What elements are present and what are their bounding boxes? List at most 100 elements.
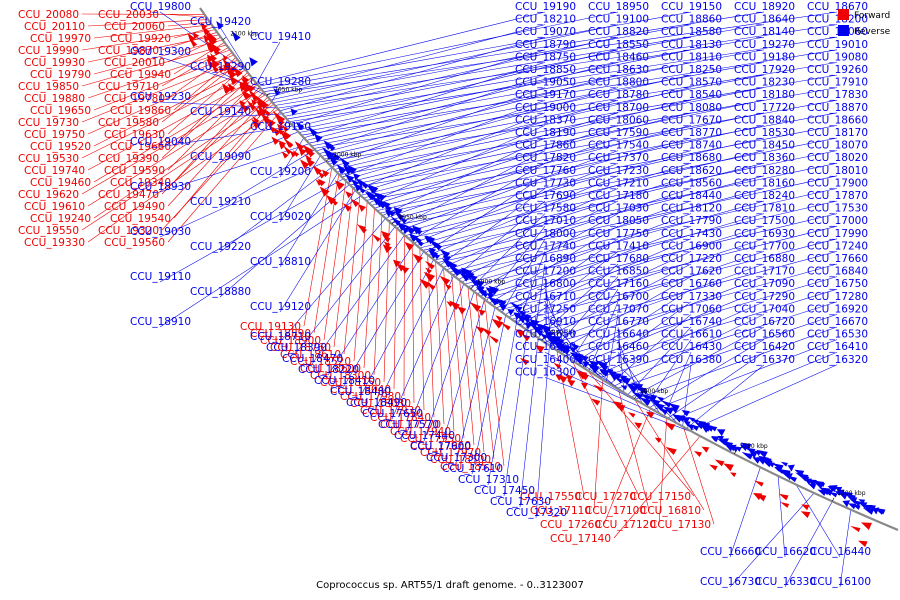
- leader-line: [277, 24, 838, 109]
- reverse-gene-label: CCU_18370: [515, 114, 576, 126]
- reverse-gene-label: CCU_17040: [734, 303, 795, 315]
- leader-line: [363, 208, 375, 369]
- tick-label: 2100 kbp: [230, 31, 258, 38]
- forward-gene: [306, 158, 315, 168]
- leader-line: [464, 200, 765, 285]
- reverse-gene-label: CCU_17330: [661, 291, 722, 303]
- forward-gene: [210, 37, 218, 45]
- reverse-gene-label: CCU_18530: [734, 127, 795, 139]
- reverse-gene: [842, 500, 851, 508]
- forward-gene: [553, 362, 562, 369]
- forward-gene-label: CCU_19490: [104, 201, 165, 213]
- reverse-gene-label: CCU_18360: [734, 152, 795, 164]
- reverse-gene-label: CCU_17620: [661, 266, 722, 278]
- leader-line: [343, 251, 425, 387]
- reverse-gene-label: CCU_18800: [588, 77, 649, 89]
- forward-gene-label: CCU_17940: [390, 426, 451, 438]
- reverse-gene: [412, 226, 423, 236]
- forward-gene: [654, 437, 662, 444]
- reverse-gene: [478, 289, 489, 298]
- leader-line: [279, 218, 386, 343]
- reverse-gene: [615, 377, 623, 384]
- reverse-gene: [543, 330, 554, 339]
- leader-line: [393, 228, 398, 390]
- reverse-gene-label: CCU_17810: [734, 203, 795, 215]
- reverse-gene: [817, 482, 826, 487]
- reverse-gene: [433, 242, 443, 251]
- leader-line: [393, 137, 838, 226]
- forward-gene: [210, 58, 220, 69]
- leader-line: [291, 49, 546, 125]
- forward-gene-label: CCU_19970: [30, 33, 91, 45]
- forward-gene: [488, 335, 499, 344]
- leader-line: [261, 11, 692, 90]
- leader-line: [286, 36, 765, 120]
- reverse-gene-label: CCU_18770: [661, 127, 722, 139]
- reverse-gene-label: CCU_18020: [807, 152, 868, 164]
- reverse-gene-label: CCU_16370: [734, 354, 795, 366]
- reverse-gene-label: CCU_18200: [807, 14, 868, 26]
- gene-features: [187, 20, 886, 548]
- reverse-gene-label: CCU_17220: [661, 253, 722, 265]
- reverse-gene-label: CCU_18480: [330, 386, 391, 398]
- reverse-gene: [475, 279, 485, 288]
- leader-line: [344, 99, 619, 181]
- leader-line: [617, 352, 661, 415]
- forward-gene: [276, 123, 284, 131]
- reverse-gene-label: CCU_18490: [346, 397, 407, 409]
- forward-gene-label: CCU_17260: [540, 519, 601, 531]
- leader-line: [270, 24, 619, 101]
- forward-gene: [457, 306, 467, 315]
- leader-line: [93, 84, 258, 183]
- leader-line: [588, 301, 619, 372]
- reverse-gene: [717, 435, 725, 442]
- reverse-gene-label: CCU_16430: [661, 341, 722, 353]
- leader-line: [503, 330, 528, 497]
- leader-line: [318, 74, 619, 155]
- reverse-gene: [468, 273, 478, 282]
- reverse-gene-label: CCU_16900: [661, 240, 722, 252]
- forward-gene: [192, 32, 200, 40]
- reverse-gene-label: CCU_18190: [515, 127, 576, 139]
- reverse-gene: [354, 183, 363, 192]
- reverse-gene-label: CCU_17200: [515, 266, 576, 278]
- forward-gene-label: CCU_18510: [440, 461, 501, 473]
- forward-gene: [251, 118, 261, 129]
- reverse-gene-label: CCU_19170: [515, 89, 576, 101]
- forward-gene-label: CCU_18300: [310, 370, 371, 382]
- leader-line: [336, 87, 765, 173]
- reverse-gene: [691, 424, 700, 431]
- leader-line: [87, 94, 266, 207]
- forward-gene-label: CCU_19780: [104, 93, 165, 105]
- forward-gene-label: CCU_19590: [104, 165, 165, 177]
- forward-gene-label: CCU_16810: [640, 505, 701, 517]
- tick-mark: [470, 285, 474, 290]
- forward-gene: [693, 451, 703, 457]
- leader-line: [331, 87, 619, 168]
- reverse-gene: [507, 309, 515, 316]
- forward-gene-label: CCU_18900: [260, 335, 321, 347]
- reverse-gene: [393, 206, 403, 216]
- reverse-gene: [398, 216, 408, 224]
- forward-gene: [857, 540, 868, 548]
- reverse-gene-label: CCU_17230: [588, 165, 649, 177]
- forward-gene: [800, 511, 811, 519]
- reverse-gene: [216, 20, 224, 30]
- forward-gene: [401, 266, 410, 274]
- reverse-gene-label: CCU_17820: [515, 152, 576, 164]
- leader-line: [87, 49, 231, 99]
- leader-line: [349, 99, 765, 186]
- leader-line: [452, 188, 838, 275]
- forward-gene: [319, 186, 330, 197]
- forward-gene: [801, 504, 810, 511]
- forward-gene-label: CCU_19390: [98, 153, 159, 165]
- forward-gene: [210, 62, 219, 73]
- reverse-gene-label: CCU_18390: [266, 342, 327, 354]
- forward-gene: [222, 54, 229, 61]
- reverse-gene: [570, 342, 579, 350]
- forward-gene: [257, 105, 268, 117]
- leader-line: [359, 259, 434, 398]
- leader-line: [431, 175, 692, 259]
- leader-line: [425, 175, 546, 254]
